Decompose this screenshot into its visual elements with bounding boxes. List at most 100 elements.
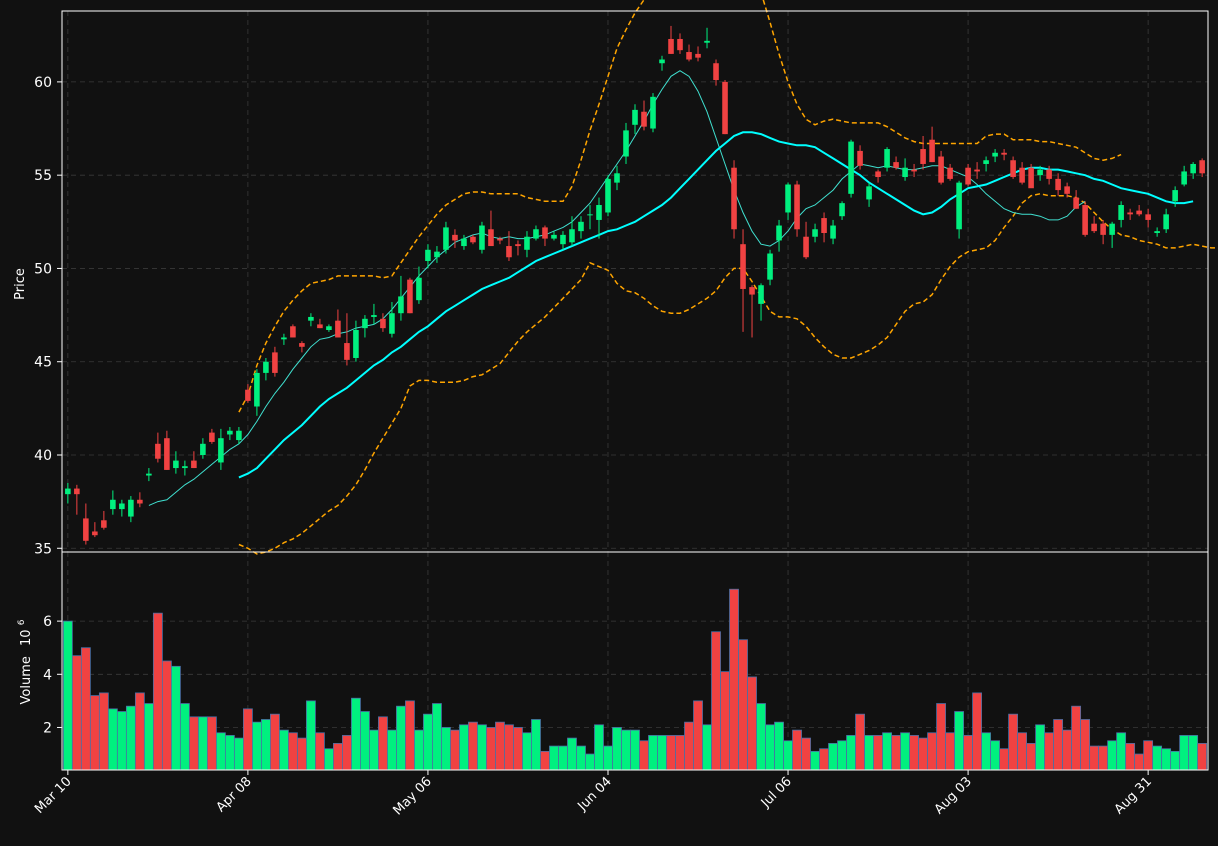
candle-body — [110, 499, 116, 510]
volume-bar — [414, 729, 424, 771]
candle-body — [785, 184, 791, 213]
candle-body — [326, 326, 332, 331]
candle-body — [83, 518, 89, 541]
candle-body — [956, 182, 962, 230]
price-axis-label: Price — [13, 268, 28, 300]
upper-band-line — [238, 0, 1122, 413]
volume-bar — [495, 721, 505, 771]
candle-body — [551, 234, 557, 239]
volume-bar — [224, 735, 235, 771]
volume-bar — [333, 743, 343, 771]
candle-body — [407, 279, 413, 314]
price-tick-label: 50 — [34, 261, 52, 277]
volume-bar — [747, 676, 757, 771]
volume-bar — [1044, 732, 1055, 771]
candle-body — [677, 38, 683, 51]
volume-bar — [450, 729, 460, 771]
candle-body — [902, 167, 908, 178]
volume-bar — [242, 708, 253, 771]
volume-bar — [423, 713, 433, 771]
candle-body — [560, 234, 566, 245]
candle-body — [857, 150, 863, 166]
volume-bar — [612, 727, 622, 771]
volume-bar — [702, 724, 712, 771]
volume-bar — [179, 703, 190, 771]
candle-body — [992, 152, 998, 157]
candle-body — [632, 109, 638, 125]
candle-body — [812, 229, 818, 237]
volume-bar — [648, 735, 658, 771]
volume-bar — [342, 735, 352, 771]
volume-bar — [80, 647, 91, 771]
volume-bar — [819, 748, 829, 771]
candle-body — [227, 430, 233, 435]
volume-bar — [405, 700, 415, 771]
volume-bar — [261, 719, 271, 771]
candle-body — [506, 246, 512, 258]
volume-bar — [603, 745, 613, 771]
volume-bar — [621, 729, 631, 771]
candle-body — [236, 430, 242, 441]
volume-bar — [630, 729, 640, 771]
volume-bar — [999, 748, 1009, 771]
volume-bar — [639, 740, 649, 771]
volume-bar — [981, 732, 991, 771]
candle-body — [470, 236, 476, 243]
candle-body — [389, 313, 395, 334]
volume-bar — [711, 631, 721, 771]
volume-bar — [1143, 740, 1154, 771]
candle-body — [704, 40, 710, 43]
volume-bar — [306, 700, 316, 771]
volume-bar — [504, 724, 514, 771]
candle-body — [722, 81, 728, 135]
candle-body — [1118, 205, 1124, 220]
volume-bar — [801, 737, 811, 771]
volume-bar — [756, 703, 766, 771]
volume-bar — [1089, 745, 1100, 771]
volume-bar — [531, 719, 541, 771]
candle-body — [542, 227, 548, 239]
candle-body — [740, 244, 746, 289]
volume-bar — [558, 745, 568, 771]
candle-body — [1172, 190, 1178, 202]
candle-body — [929, 139, 935, 163]
slow-moving-average-line — [238, 131, 1194, 479]
candle-body — [137, 499, 143, 504]
candle-body — [164, 438, 170, 470]
volume-bar — [1026, 743, 1037, 771]
volume-bar — [233, 737, 244, 771]
volume-bar — [1188, 735, 1199, 771]
volume-bar — [963, 735, 973, 771]
candle-body — [92, 531, 98, 536]
candle-body — [416, 277, 422, 301]
price-tick-label: 40 — [34, 448, 52, 464]
candle-body — [1010, 160, 1016, 178]
volume-bar — [576, 745, 586, 771]
candle-body — [1091, 223, 1097, 232]
candle-body — [695, 53, 701, 58]
price-tick-label: 55 — [34, 168, 52, 184]
candles — [65, 25, 1205, 545]
candle-body — [587, 214, 593, 216]
volume-bar — [666, 735, 676, 771]
candle-body — [299, 343, 305, 347]
candle-body — [461, 238, 467, 247]
candle-body — [290, 326, 296, 338]
candle-body — [1127, 212, 1133, 215]
lower-band-line — [238, 193, 1218, 555]
volume-bar — [1197, 743, 1208, 771]
candle-body — [965, 167, 971, 185]
candle-body — [650, 96, 656, 129]
volume-bar — [729, 588, 739, 771]
band-lines — [238, 0, 1218, 555]
candle-body — [623, 130, 629, 157]
candle-body — [533, 229, 539, 239]
candle-body — [1073, 197, 1079, 209]
candle-body — [1199, 160, 1205, 174]
candle-body — [1136, 210, 1142, 215]
volume-bar — [125, 705, 136, 771]
volume-bar — [594, 724, 604, 771]
candle-body — [155, 443, 161, 459]
volume-bar — [873, 735, 883, 771]
volume-bar — [477, 724, 487, 771]
